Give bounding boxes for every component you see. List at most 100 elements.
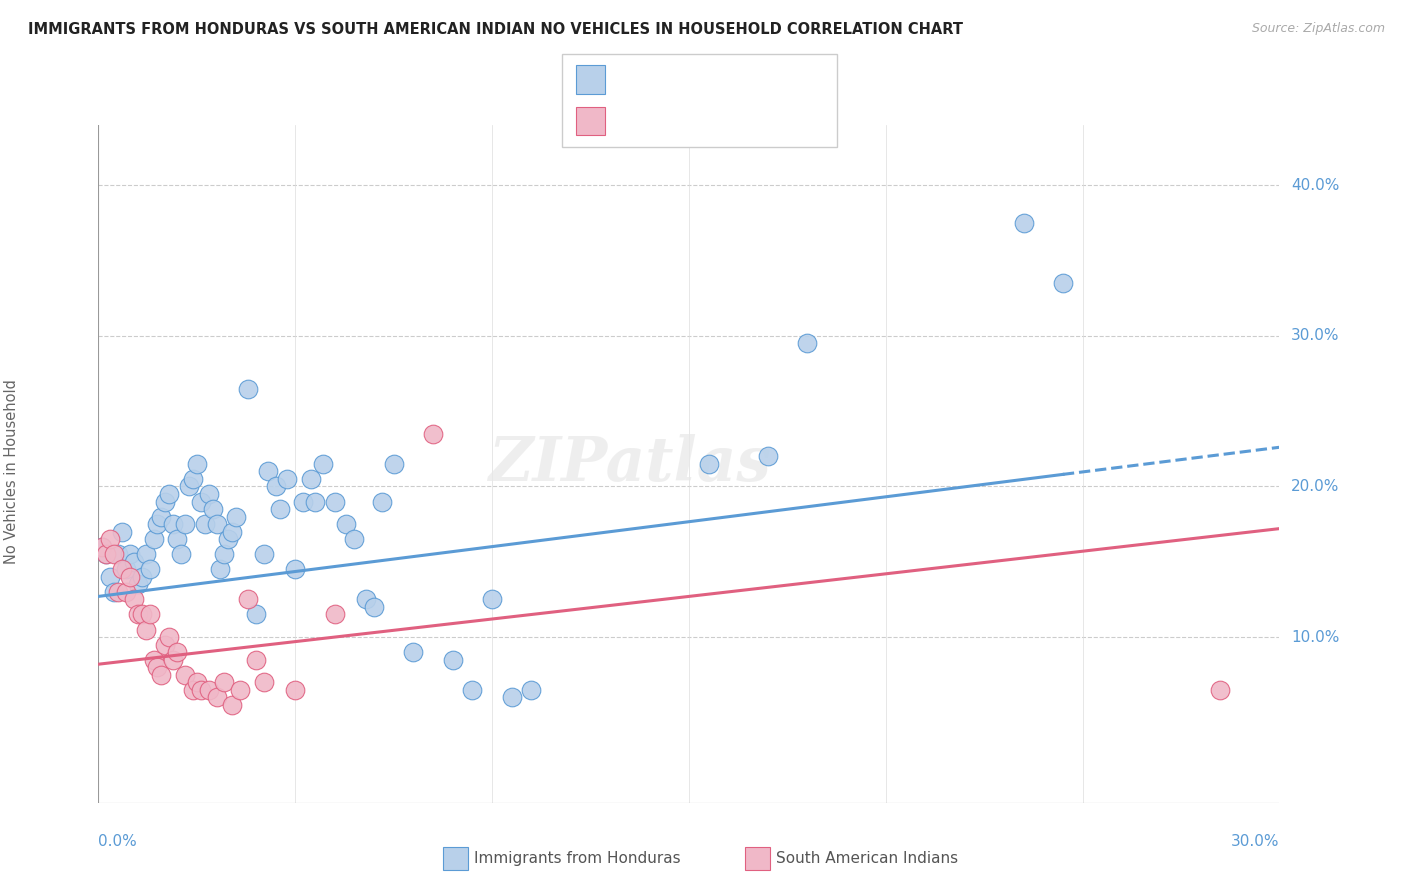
Text: IMMIGRANTS FROM HONDURAS VS SOUTH AMERICAN INDIAN NO VEHICLES IN HOUSEHOLD CORRE: IMMIGRANTS FROM HONDURAS VS SOUTH AMERIC… xyxy=(28,22,963,37)
Point xyxy=(304,494,326,508)
Point xyxy=(1012,216,1035,230)
Point xyxy=(194,517,217,532)
Text: ZIPatlas: ZIPatlas xyxy=(488,434,772,494)
Point xyxy=(174,517,197,532)
Point xyxy=(155,494,177,508)
Point xyxy=(155,638,177,652)
Point xyxy=(292,494,315,508)
Point xyxy=(96,547,118,561)
Point xyxy=(98,532,121,546)
Point xyxy=(363,599,385,614)
Point xyxy=(205,690,228,705)
Point xyxy=(174,667,197,681)
Point xyxy=(146,660,169,674)
Text: 0.0%: 0.0% xyxy=(98,834,138,849)
Text: N =: N = xyxy=(707,112,744,130)
Point xyxy=(142,653,165,667)
Point xyxy=(186,675,208,690)
Point xyxy=(190,494,212,508)
Text: 30.0%: 30.0% xyxy=(1291,328,1340,343)
Text: 0.362: 0.362 xyxy=(655,70,707,88)
Point xyxy=(284,682,307,697)
Point xyxy=(103,547,125,561)
Text: R =: R = xyxy=(616,112,652,130)
Text: South American Indians: South American Indians xyxy=(776,851,959,865)
Text: 40.0%: 40.0% xyxy=(1291,178,1340,193)
Point xyxy=(1209,682,1232,697)
Point xyxy=(107,547,129,561)
Point xyxy=(181,472,204,486)
Point xyxy=(441,653,464,667)
Point xyxy=(371,494,394,508)
Point xyxy=(190,682,212,697)
Text: 63: 63 xyxy=(747,70,769,88)
Point xyxy=(138,607,160,622)
Point xyxy=(214,675,236,690)
Point xyxy=(96,547,118,561)
Point xyxy=(91,540,114,554)
Point xyxy=(142,532,165,546)
Point xyxy=(245,653,267,667)
Text: R =: R = xyxy=(616,70,652,88)
Text: Immigrants from Honduras: Immigrants from Honduras xyxy=(474,851,681,865)
Point xyxy=(162,653,184,667)
Point xyxy=(127,577,149,591)
Text: 36: 36 xyxy=(747,112,769,130)
Point xyxy=(236,382,259,396)
Point xyxy=(157,487,180,501)
Point xyxy=(201,502,224,516)
Point xyxy=(131,607,153,622)
Point xyxy=(221,524,243,539)
Point xyxy=(150,667,173,681)
Point xyxy=(138,562,160,576)
Point xyxy=(98,570,121,584)
Point xyxy=(354,592,377,607)
Text: N =: N = xyxy=(707,70,744,88)
Point xyxy=(91,540,114,554)
Point xyxy=(269,502,291,516)
Point xyxy=(264,479,287,493)
Point xyxy=(422,426,444,441)
Point xyxy=(135,623,157,637)
Point xyxy=(402,645,425,659)
Point xyxy=(501,690,523,705)
Point xyxy=(796,336,818,351)
Text: 0.193: 0.193 xyxy=(655,112,707,130)
Point xyxy=(131,570,153,584)
Point xyxy=(122,592,145,607)
Point xyxy=(284,562,307,576)
Point xyxy=(221,698,243,712)
Point xyxy=(276,472,298,486)
Point xyxy=(697,457,720,471)
Point xyxy=(122,555,145,569)
Point xyxy=(520,682,543,697)
Point xyxy=(157,630,180,644)
Point xyxy=(312,457,335,471)
Point xyxy=(481,592,503,607)
Point xyxy=(1052,276,1074,290)
Point xyxy=(103,585,125,599)
Point xyxy=(461,682,484,697)
Text: Source: ZipAtlas.com: Source: ZipAtlas.com xyxy=(1251,22,1385,36)
Point xyxy=(323,494,346,508)
Point xyxy=(205,517,228,532)
Point xyxy=(162,517,184,532)
Point xyxy=(111,562,134,576)
Point xyxy=(245,607,267,622)
Text: No Vehicles in Household: No Vehicles in Household xyxy=(4,379,20,564)
Point xyxy=(217,532,239,546)
Point xyxy=(111,524,134,539)
Point xyxy=(197,487,219,501)
Point xyxy=(150,509,173,524)
Point xyxy=(146,517,169,532)
Point xyxy=(177,479,200,493)
Point xyxy=(253,675,276,690)
Point xyxy=(253,547,276,561)
Text: 10.0%: 10.0% xyxy=(1291,630,1340,645)
Point xyxy=(382,457,405,471)
Text: 20.0%: 20.0% xyxy=(1291,479,1340,494)
Point xyxy=(323,607,346,622)
Point xyxy=(127,607,149,622)
Point xyxy=(107,585,129,599)
Point xyxy=(209,562,232,576)
